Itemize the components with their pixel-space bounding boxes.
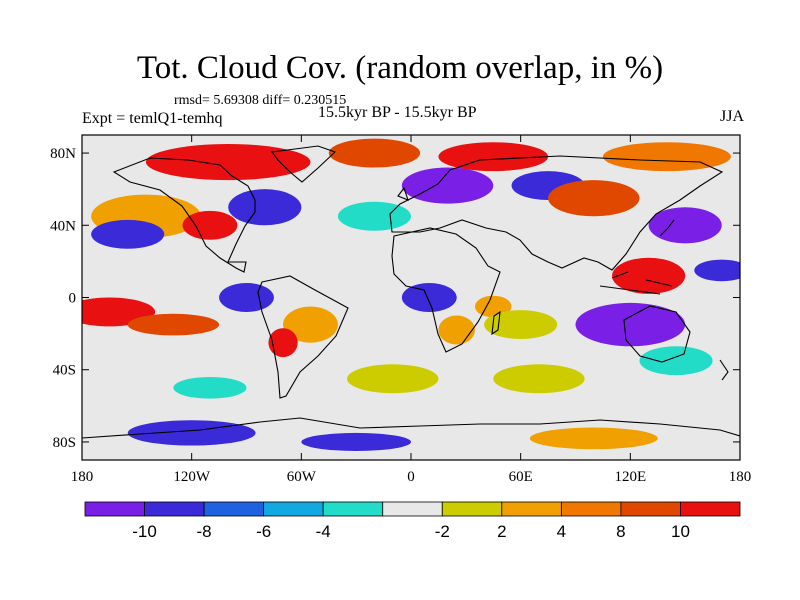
anomaly-region: [401, 167, 494, 204]
coastline-new-zealand: [719, 359, 729, 381]
x-tick-label: 120W: [173, 469, 211, 485]
anomaly-region: [648, 207, 722, 244]
colorbar-label: 10: [671, 522, 690, 541]
anomaly-region: [91, 219, 165, 249]
y-tick-label: 80S: [53, 435, 76, 451]
colorbar-label: -6: [256, 522, 271, 541]
y-tick-label: 40S: [53, 363, 76, 379]
colorbar-swatch: [680, 501, 741, 517]
anomaly-region: [575, 302, 686, 347]
anomaly-region: [347, 364, 439, 394]
anomaly-region: [602, 142, 731, 172]
colorbar-label: -2: [435, 522, 450, 541]
anomaly-region: [337, 201, 412, 231]
x-tick-label: 60E: [509, 469, 533, 485]
anomaly-region: [127, 313, 220, 336]
x-tick-label: 180: [71, 469, 94, 485]
coastline-uk: [397, 186, 409, 201]
colorbar-swatch: [560, 501, 622, 517]
y-tick-label: 80N: [50, 146, 76, 162]
plot-title: Tot. Cloud Cov. (random overlap, in %): [136, 50, 664, 86]
colorbar-swatch: [263, 501, 324, 517]
coastline-antarctica: [82, 417, 740, 439]
anomaly-region: [268, 328, 298, 358]
x-tick-label: 60W: [287, 469, 317, 485]
anomaly-region: [401, 283, 457, 312]
x-tick-label: 0: [407, 469, 415, 485]
coastline-north-america: [112, 157, 256, 273]
coastline-greenland: [270, 145, 337, 183]
colorbar-label: 2: [497, 522, 506, 541]
coastline-africa: [391, 227, 501, 353]
colorbar-swatch: [84, 501, 145, 517]
colorbar-swatch: [322, 501, 384, 517]
season-label: JJA: [719, 108, 744, 125]
anomaly-region: [438, 142, 549, 172]
stats-text: rmsd= 5.69308 diff= 0.230515: [174, 93, 347, 108]
anomaly-region: [438, 315, 475, 345]
x-tick-label: 180: [729, 469, 752, 485]
anomaly-region: [283, 306, 338, 343]
y-tick-label: 0: [69, 291, 77, 307]
anomaly-region: [301, 432, 411, 451]
anomaly-region: [484, 310, 558, 340]
coastline-eurasia: [389, 155, 724, 271]
anomaly-region: [639, 346, 713, 376]
colorbar-label: 8: [616, 522, 625, 541]
coastline-indonesia: [599, 271, 673, 295]
colorbar-swatch: [501, 501, 562, 517]
colorbar-swatch: [144, 501, 205, 517]
coastline-madagascar: [491, 310, 501, 336]
anomaly-region: [548, 180, 640, 217]
anomaly-field: [82, 138, 740, 451]
anomaly-region: [694, 259, 740, 282]
coastline-japan: [659, 219, 675, 237]
colorbar-label: -4: [316, 522, 331, 541]
colorbar-swatch: [203, 501, 265, 517]
anomaly-region: [529, 427, 658, 450]
anomaly-region: [612, 257, 686, 294]
map-axes: 180 120W 60W 0 60E 120E 180 80N 40N 0 40S 80S: [50, 135, 751, 485]
y-tick-label: 40N: [50, 218, 76, 234]
anomaly-region: [127, 420, 256, 446]
coastline-australia: [623, 305, 691, 363]
anomaly-region: [173, 376, 247, 399]
anomaly-region: [182, 210, 238, 240]
anomaly-region: [145, 144, 311, 181]
colorbar-swatch: [620, 501, 681, 517]
anomaly-region: [228, 189, 302, 226]
anomaly-region: [219, 283, 274, 312]
colorbar-label: -8: [197, 522, 212, 541]
coastline-south-america: [257, 275, 349, 399]
colorbar-swatch: [382, 501, 443, 517]
anomaly-region: [493, 364, 585, 394]
colorbar-label: -10: [132, 522, 157, 541]
colorbar-label: 4: [557, 522, 566, 541]
period-label: 15.5kyr BP - 15.5kyr BP: [318, 104, 477, 121]
colorbar-swatch: [441, 501, 503, 517]
x-tick-label: 120E: [614, 469, 646, 485]
coastlines: [82, 145, 740, 439]
anomaly-region: [328, 138, 421, 168]
experiment-label: Expt = temlQ1-temhq: [82, 110, 223, 127]
colorbar: -10 -8 -6 -4 -2 2 4 8 10: [84, 501, 741, 541]
